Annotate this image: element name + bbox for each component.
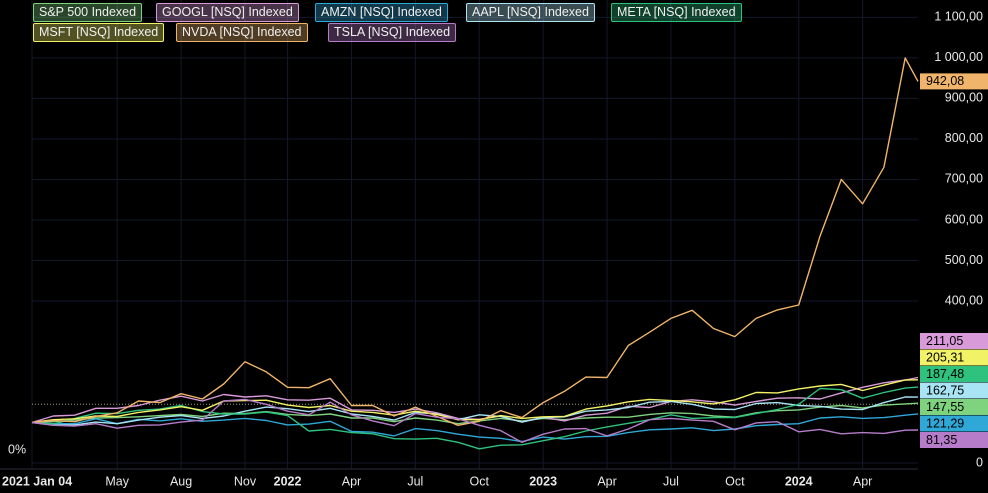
x-tick-label: 2022 [274, 474, 302, 488]
x-tick-label: 2023 [529, 474, 557, 488]
legend-item[interactable]: NVDA [NSQ] Indexed [176, 23, 308, 42]
value-label-box [920, 432, 988, 448]
value-label-box [920, 366, 988, 382]
x-tick-label: Aug [170, 474, 192, 488]
legend-item[interactable]: AAPL [NSQ] Indexed [466, 3, 595, 22]
legend-item[interactable]: AMZN [NSQ] Indexed [315, 3, 448, 22]
y-tick-label: 400,00 [945, 293, 983, 307]
value-label-box [920, 333, 988, 349]
value-label-box [920, 73, 988, 90]
value-label: 211,05 [926, 334, 963, 348]
value-label: 162,75 [926, 383, 964, 397]
value-label: 121,29 [926, 416, 964, 430]
value-label: 205,31 [926, 350, 964, 364]
legend-item[interactable]: GOOGL [NSQ] Indexed [156, 3, 299, 22]
value-label: 147,55 [926, 400, 964, 414]
y-tick-label: 700,00 [945, 172, 983, 186]
x-tick-label: Apr [597, 474, 616, 488]
y-tick-label: 0 [976, 455, 983, 469]
value-label: 81,35 [926, 433, 957, 447]
x-tick-label: May [105, 474, 129, 488]
value-label-box [920, 349, 988, 366]
value-label: 942,08 [926, 74, 964, 88]
y-tick-label: 1 000,00 [934, 50, 983, 64]
x-tick-label: Jul [663, 474, 679, 488]
series-line [31, 386, 919, 450]
x-tick-label: Oct [725, 474, 745, 488]
x-tick-label: 2024 [785, 474, 813, 488]
y-tick-label: 500,00 [945, 253, 983, 267]
y-tick-label: 1 100,00 [934, 10, 983, 24]
x-tick-label: Nov [234, 474, 257, 488]
x-tick-label: Oct [470, 474, 490, 488]
y-tick-label: 600,00 [945, 212, 983, 226]
value-label-box [920, 399, 988, 415]
x-tick-label: Jul [407, 474, 423, 488]
legend-item[interactable]: S&P 500 Indexed [33, 3, 143, 22]
series-line [31, 396, 919, 426]
value-label-box [920, 415, 988, 432]
x-tick-label: Apr [342, 474, 361, 488]
legend-item[interactable]: META [NSQ] Indexed [611, 3, 742, 22]
x-tick-label: Apr [853, 474, 872, 488]
series-line [31, 57, 919, 426]
series-line [31, 413, 919, 443]
y-tick-label: 800,00 [945, 131, 983, 145]
value-label: 187,48 [926, 367, 964, 381]
annotation: 0% [8, 442, 26, 456]
legend-item[interactable]: TSLA [NSQ] Indexed [328, 23, 457, 42]
y-tick-label: 900,00 [945, 91, 983, 105]
value-label-box [920, 382, 988, 399]
series-line [31, 398, 919, 443]
x-tick-label: 2021 Jan 04 [2, 474, 72, 488]
legend-item[interactable]: MSFT [NSQ] Indexed [33, 23, 165, 42]
series-line [31, 379, 919, 424]
